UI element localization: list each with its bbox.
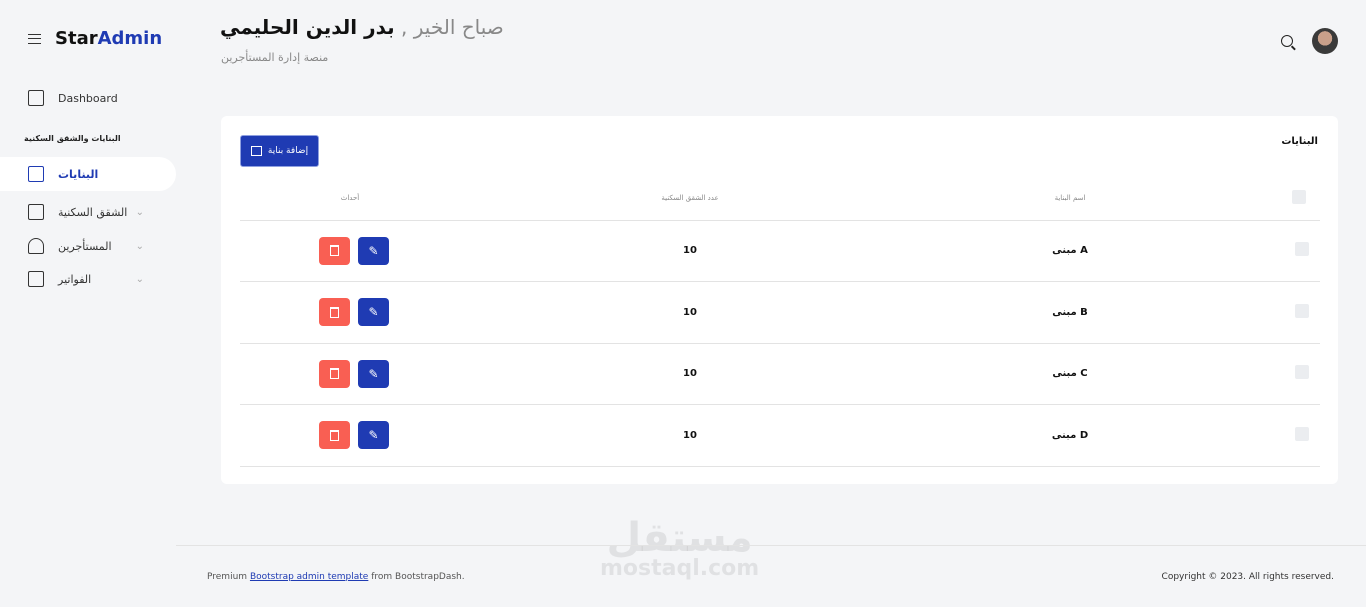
footer-link[interactable]: Bootstrap admin template [249,572,369,582]
actions-cell: ✎ [240,220,460,282]
document-icon [28,271,44,287]
trash-icon [330,368,339,380]
add-building-label: إضافة بناية [267,146,309,156]
delete-button[interactable] [319,236,350,265]
delete-button[interactable] [319,359,350,388]
chevron-down-icon: ⌄ [135,273,144,285]
sidebar-item-label: الفواتير [58,272,92,286]
logo-second: Admin [97,28,163,49]
actions-cell: ✎ [240,281,460,344]
select-all-cell [1220,176,1320,221]
footer: Premium Bootstrap admin template from Bo… [176,545,1366,607]
sidebar-item-label: المستأجرين [58,239,112,253]
user-name: بدر الدين الحليمي [220,15,395,39]
delete-button[interactable] [319,298,350,327]
building-icon [250,146,262,156]
edit-button[interactable]: ✎ [358,421,389,450]
table-row: ✎ 10 مبنى A [240,220,1320,282]
pencil-icon: ✎ [368,428,379,443]
floorplan-icon [28,204,44,220]
greeting: صباح الخير , بدر الدين الحليمي [220,15,504,39]
building-name: مبنى C [920,343,1220,405]
edit-button[interactable]: ✎ [358,359,389,388]
sidebar-item-tenants[interactable]: المستأجرين ⌄ [0,229,176,263]
building-name: مبنى A [920,220,1220,282]
actions-cell: ✎ [240,404,460,467]
add-building-button[interactable]: إضافة بناية [240,135,319,167]
actions-cell: ✎ [240,343,460,405]
menu-icon[interactable] [28,33,41,44]
building-icon [28,166,44,182]
pencil-icon: ✎ [368,305,379,320]
apartment-count: 10 [460,281,920,344]
select-all-checkbox[interactable] [1292,189,1306,204]
watermark-arabic: مستقل [606,515,753,561]
watermark: مستقل mostaql.com [600,518,759,580]
edit-button[interactable]: ✎ [358,298,389,327]
column-building-name: اسم البناية [920,176,1220,221]
brand: StarAdmin [28,28,162,49]
row-checkbox[interactable] [1295,242,1309,257]
table-row: ✎ 10 مبنى C [240,343,1320,405]
footer-prefix: Premium [207,572,248,582]
trash-icon [330,429,339,441]
apartment-count: 10 [460,220,920,282]
row-checkbox[interactable] [1295,365,1309,380]
sidebar-item-dashboard[interactable]: Dashboard [0,81,176,115]
row-checkbox[interactable] [1295,303,1309,318]
sidebar-item-label: Dashboard [58,91,118,105]
pencil-icon: ✎ [368,243,379,258]
search-icon[interactable] [1281,35,1293,47]
sidebar-section-title: البنايات والشقق السكنية [24,134,121,143]
chevron-down-icon: ⌄ [135,240,144,252]
watermark-latin: mostaql.com [600,556,760,581]
sidebar-item-label: الشقق السكنية [58,205,128,219]
trash-icon [330,306,339,318]
footer-suffix: from BootstrapDash. [371,572,465,582]
buildings-card: البنايات إضافة بناية أحداث عدد الشقق الس… [221,116,1338,484]
trash-icon [330,245,339,257]
pencil-icon: ✎ [368,366,379,381]
buildings-table: أحداث عدد الشقق السكنية اسم البناية ✎ 10… [240,176,1320,467]
row-select-cell [1220,220,1320,282]
row-select-cell [1220,343,1320,405]
table-row: ✎ 10 مبنى D [240,404,1320,467]
edit-button[interactable]: ✎ [358,236,389,265]
delete-button[interactable] [319,421,350,450]
sidebar-item-apartments[interactable]: الشقق السكنية ⌄ [0,195,176,229]
logo[interactable]: StarAdmin [55,28,162,49]
column-actions: أحداث [240,176,460,221]
sidebar: StarAdmin Dashboard البنايات والشقق السك… [0,0,176,607]
building-name: مبنى D [920,404,1220,467]
row-checkbox[interactable] [1295,426,1309,441]
user-icon [28,238,44,254]
greeting-text: صباح الخير , [401,15,504,39]
apartment-count: 10 [460,343,920,405]
table-row: ✎ 10 مبنى B [240,281,1320,344]
page-subtitle: منصة إدارة المستأجرين [221,51,329,64]
apartment-count: 10 [460,404,920,467]
row-select-cell [1220,404,1320,467]
sidebar-item-label: البنايات [58,167,99,181]
footer-credit: Premium Bootstrap admin template from Bo… [207,572,465,582]
column-apartment-count: عدد الشقق السكنية [460,176,920,221]
grid-icon [28,90,44,106]
chevron-down-icon: ⌄ [135,206,144,218]
logo-first: Star [55,28,98,49]
avatar[interactable] [1312,28,1338,54]
row-select-cell [1220,281,1320,344]
copyright: Copyright © 2023. All rights reserved. [1161,572,1334,582]
sidebar-item-buildings[interactable]: البنايات [0,157,176,191]
card-title: البنايات [1281,136,1318,147]
building-name: مبنى B [920,281,1220,344]
sidebar-item-invoices[interactable]: الفواتير ⌄ [0,262,176,296]
table-header: أحداث عدد الشقق السكنية اسم البناية [240,176,1320,221]
